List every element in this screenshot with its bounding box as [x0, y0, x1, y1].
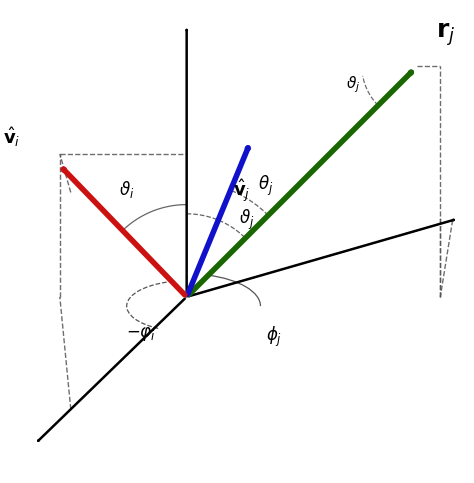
Text: $\hat{\mathbf{v}}_{i}$: $\hat{\mathbf{v}}_{i}$ — [3, 126, 21, 149]
Text: $\hat{\mathbf{v}}_{j}$: $\hat{\mathbf{v}}_{j}$ — [233, 177, 251, 204]
Text: $\phi_{j}$: $\phi_{j}$ — [266, 325, 283, 349]
Text: $\vartheta_{j}$: $\vartheta_{j}$ — [346, 74, 360, 95]
Text: $-\varphi_{i}$: $-\varphi_{i}$ — [126, 325, 155, 342]
Text: $\mathbf{r}_{j}$: $\mathbf{r}_{j}$ — [436, 21, 455, 48]
Text: $\vartheta_{j}$: $\vartheta_{j}$ — [239, 208, 255, 232]
Text: $\theta_{j}$: $\theta_{j}$ — [258, 173, 273, 198]
Text: $\vartheta_{i}$: $\vartheta_{i}$ — [119, 180, 134, 200]
